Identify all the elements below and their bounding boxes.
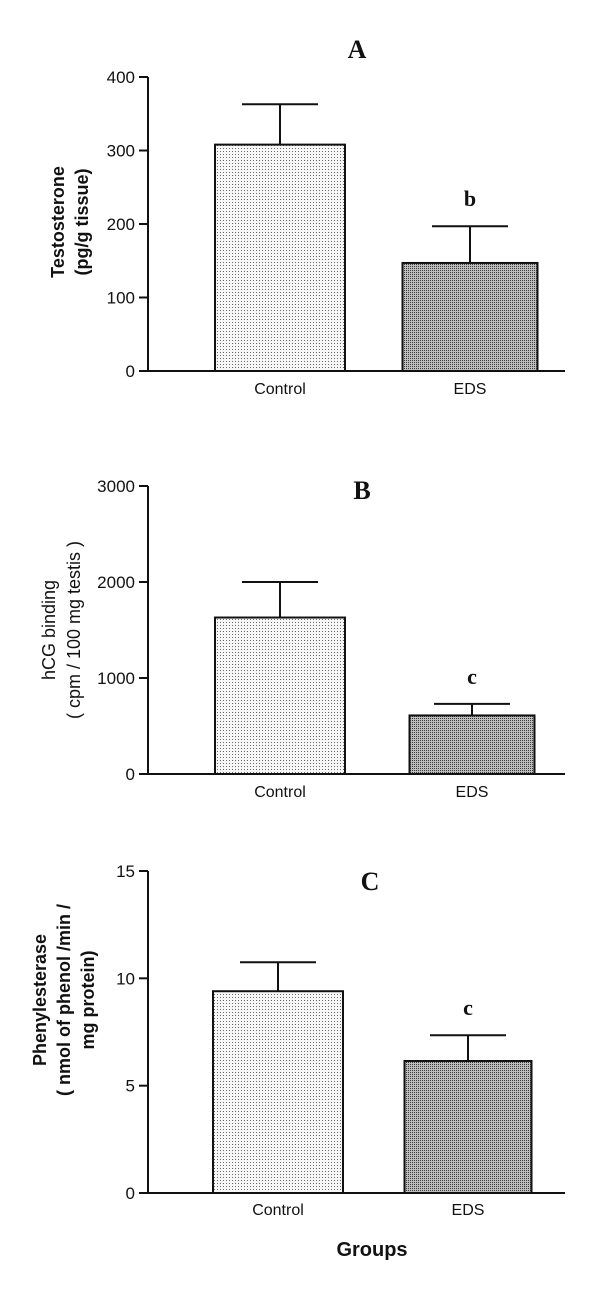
category-label: Control (254, 784, 306, 801)
panel-a-plot: Control EDS b 0 100 200 300 400 (107, 68, 565, 398)
y-tick-label: 5 (126, 1077, 135, 1096)
y-tick-label: 10 (116, 969, 135, 988)
y-tick-label: 3000 (97, 477, 135, 496)
panel-c-ylabel: Phenylesterase ( nmol of phenol /min / m… (30, 904, 98, 1096)
category-label: EDS (452, 1202, 485, 1219)
panel-c-plot: Control EDS c 0 5 10 15 (116, 862, 565, 1219)
panel-a-letter: A (348, 35, 367, 64)
y-tick-label: 0 (126, 362, 135, 381)
y-tick-label: 100 (107, 289, 135, 308)
panel-b-plot: Control EDS c 0 1000 2000 3000 (97, 477, 565, 801)
panel-a-ylabel: Testosterone (pg/g tissue) (48, 166, 92, 278)
panel-c-letter: C (361, 867, 380, 896)
bar-eds (408, 714, 536, 776)
panel-b: B hCG binding ( cpm / 100 mg testis ) Co… (39, 476, 565, 801)
x-axis-title: Groups (336, 1239, 407, 1261)
bar-eds (403, 1059, 533, 1194)
y-tick-label: 1000 (97, 669, 135, 688)
panel-b-ylabel-line2: ( cpm / 100 mg testis ) (64, 541, 84, 719)
y-tick-label: 15 (116, 862, 135, 881)
panel-c-ylabel-line1: Phenylesterase (30, 934, 50, 1066)
category-label: EDS (454, 381, 487, 398)
panel-c-ylabel-line3: mg protein) (78, 951, 98, 1050)
panel-a: A Testosterone (pg/g tissue) Control EDS b… (48, 35, 565, 398)
bar-control (212, 990, 344, 1194)
y-tick-label: 200 (107, 215, 135, 234)
y-tick-label: 0 (126, 1184, 135, 1203)
y-tick-label: 400 (107, 68, 135, 87)
panel-b-letter: B (353, 476, 370, 505)
panel-b-ylabel: hCG binding ( cpm / 100 mg testis ) (39, 541, 84, 719)
panel-a-ylabel-line2: (pg/g tissue) (72, 168, 92, 275)
category-label: Control (254, 381, 306, 398)
bar-eds (401, 261, 539, 372)
category-label: EDS (456, 784, 489, 801)
category-label: Control (252, 1202, 304, 1219)
panel-a-ylabel-line1: Testosterone (48, 166, 68, 278)
y-tick-label: 0 (126, 765, 135, 784)
significance-label: c (463, 995, 473, 1020)
significance-label: c (467, 664, 477, 689)
panel-b-ylabel-line1: hCG binding (39, 580, 59, 680)
panel-c: C Phenylesterase ( nmol of phenol /min /… (30, 862, 565, 1219)
bar-control (214, 616, 346, 776)
y-tick-label: 2000 (97, 573, 135, 592)
significance-label: b (464, 186, 476, 211)
y-tick-label: 300 (107, 142, 135, 161)
bar-control (214, 143, 346, 372)
panel-c-ylabel-line2: ( nmol of phenol /min / (54, 904, 74, 1096)
